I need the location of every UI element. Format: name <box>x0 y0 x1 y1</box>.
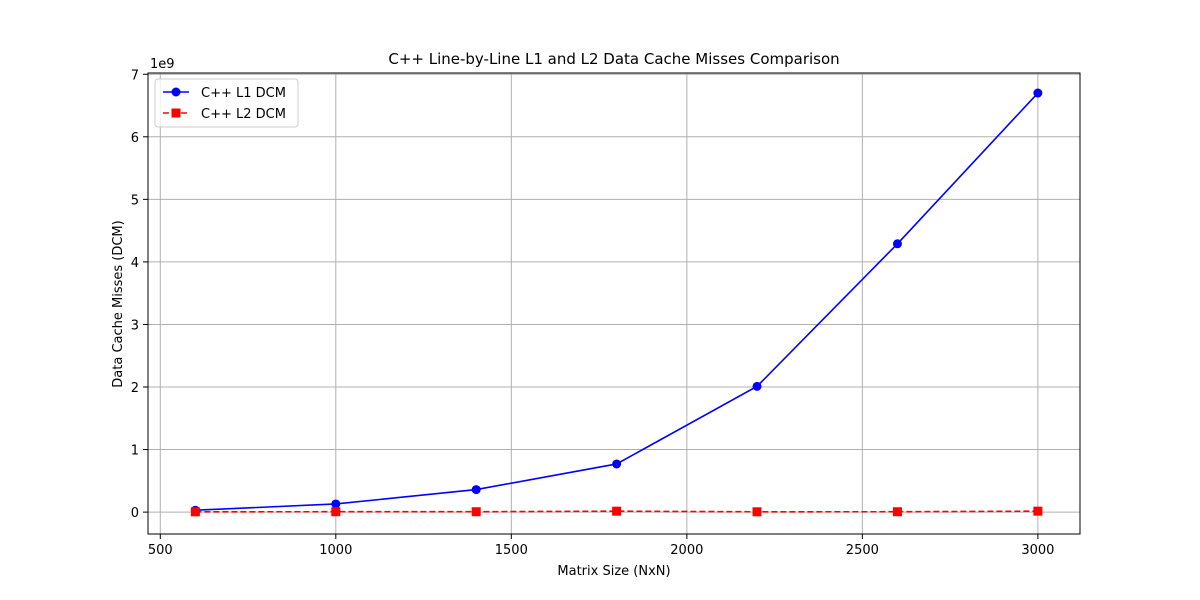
y-tick-label: 4 <box>131 256 139 271</box>
data-point <box>471 507 481 517</box>
y-axis-label: Data Cache Misses (DCM) <box>111 220 126 387</box>
legend-item: C++ L2 DCM <box>163 107 286 122</box>
y-tick-label: 1 <box>131 444 139 459</box>
x-tick-label: 2000 <box>670 543 703 558</box>
legend-label: C++ L1 DCM <box>201 86 286 101</box>
data-point <box>612 506 622 516</box>
data-point <box>612 459 622 469</box>
plot-frame <box>147 72 1081 535</box>
x-tick-label: 1500 <box>495 543 528 558</box>
x-tick-label: 500 <box>148 543 173 558</box>
data-point <box>752 507 762 517</box>
data-point <box>331 499 341 509</box>
y-tick-label: 6 <box>131 131 139 146</box>
data-point <box>752 381 762 391</box>
data-point <box>1033 88 1043 98</box>
x-tick-label: 1000 <box>319 543 352 558</box>
series-l2-dcm <box>190 506 1043 517</box>
x-tick-label: 3000 <box>1021 543 1054 558</box>
y-tick-label: 2 <box>131 381 139 396</box>
legend-item: C++ L1 DCM <box>163 86 286 101</box>
x-tick-label: 2500 <box>846 543 879 558</box>
y-tick-label: 0 <box>131 506 139 521</box>
data-point <box>471 485 481 495</box>
legend-label: C++ L2 DCM <box>201 107 286 122</box>
chart-title: C++ Line-by-Line L1 and L2 Data Cache Mi… <box>388 50 839 68</box>
y-tick-label: 5 <box>131 193 139 208</box>
y-tick-label: 3 <box>131 318 139 333</box>
legend-marker <box>171 87 181 97</box>
legend: C++ L1 DCM C++ L2 DCM <box>154 78 299 128</box>
data-point <box>331 507 341 517</box>
legend-box <box>154 78 299 128</box>
y-axis-multiplier: 1e9 <box>150 57 175 72</box>
axis-ticks: 500 1000 1500 2000 2500 3000 0 1 2 3 4 5 6 7 <box>131 68 1055 558</box>
data-point <box>892 507 902 517</box>
x-axis-label: Matrix Size (NxN) <box>557 564 670 579</box>
data-point <box>1033 506 1043 516</box>
data-point <box>892 239 902 249</box>
data-point <box>190 507 200 517</box>
legend-marker <box>171 108 181 118</box>
y-tick-label: 7 <box>131 68 139 83</box>
series-layer <box>190 88 1043 517</box>
